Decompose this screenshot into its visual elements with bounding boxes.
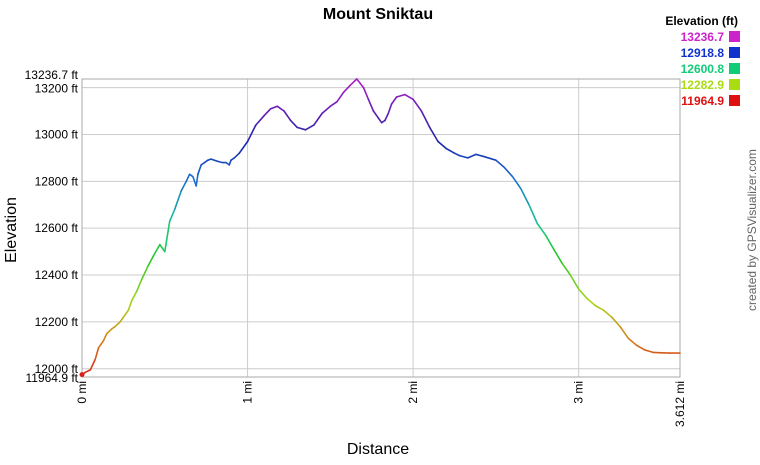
- y-tick-label: 12200 ft: [35, 315, 79, 329]
- legend-title: Elevation (ft): [665, 14, 738, 28]
- chart-title: Mount Sniktau: [323, 6, 433, 23]
- legend-swatch: [729, 47, 740, 58]
- y-tick-label: 12800 ft: [35, 174, 79, 188]
- y-axis-title: Elevation: [3, 197, 20, 263]
- legend-swatch: [729, 63, 740, 74]
- x-tick-label: 0 mi: [75, 381, 89, 404]
- x-tick-label: 3 mi: [572, 381, 586, 404]
- y-tick-label: 12000 ft: [35, 362, 79, 376]
- legend-label: 13236.7: [681, 30, 725, 44]
- y-tick-label: 12400 ft: [35, 268, 79, 282]
- legend-swatch: [729, 31, 740, 42]
- legend-swatch: [729, 79, 740, 90]
- y-tick-label: 13000 ft: [35, 127, 79, 141]
- start-point-marker: [80, 372, 85, 377]
- y-tick-label: 12600 ft: [35, 221, 79, 235]
- x-tick-label: 1 mi: [241, 381, 255, 404]
- credit-text: created by GPSVisualizer.com: [745, 149, 759, 311]
- legend-label: 12600.8: [681, 62, 725, 76]
- x-tick-label: 2 mi: [406, 381, 420, 404]
- legend-label: 12918.8: [681, 46, 725, 60]
- y-tick-label: 13200 ft: [35, 82, 79, 96]
- legend-swatch: [729, 95, 740, 106]
- legend-label: 11964.9: [681, 94, 724, 108]
- legend-label: 12282.9: [681, 78, 725, 92]
- x-tick-label: 3.612 mi: [673, 381, 687, 427]
- x-axis-title: Distance: [347, 441, 409, 458]
- y-tick-label: 13236.7 ft: [25, 68, 79, 82]
